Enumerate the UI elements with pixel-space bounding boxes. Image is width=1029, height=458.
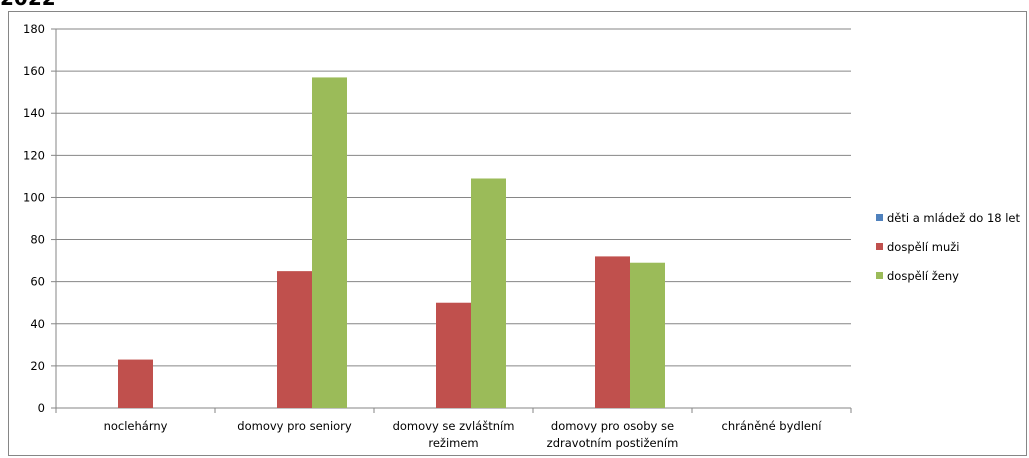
legend-item: dospělí ženy [876, 261, 1020, 290]
legend-swatch [876, 214, 883, 221]
x-category-label: domovy pro osoby se [551, 419, 674, 433]
bar-2-2 [471, 178, 506, 408]
x-category-label: noclehárny [104, 419, 168, 433]
bar-1-2 [312, 77, 347, 408]
bar-3-2 [630, 262, 665, 408]
legend-item: děti a mládež do 18 let [876, 203, 1020, 232]
y-tick-label: 180 [23, 22, 45, 36]
legend-label: dospělí muži [887, 239, 960, 254]
x-category-label: režimem [428, 436, 478, 450]
y-tick-label: 120 [23, 148, 45, 162]
x-category-label: domovy pro seniory [237, 419, 352, 433]
legend-swatch [876, 243, 883, 250]
y-tick-label: 40 [30, 317, 45, 331]
y-tick-label: 140 [23, 106, 45, 120]
y-tick-label: 160 [23, 64, 45, 78]
legend-label: děti a mládež do 18 let [887, 210, 1021, 225]
legend-swatch [876, 272, 883, 279]
y-tick-label: 0 [38, 401, 45, 415]
bar-3-1 [595, 256, 630, 408]
x-category-label: chráněné bydlení [722, 419, 823, 433]
y-tick-label: 60 [30, 275, 45, 289]
bar-2-1 [436, 302, 471, 408]
x-category-label: zdravotním postižením [547, 436, 679, 450]
page-title-partial: 2022 [0, 0, 56, 8]
y-tick-label: 100 [23, 190, 45, 204]
chart-legend: děti a mládež do 18 let dospělí muži dospě… [876, 203, 1020, 290]
y-tick-label: 20 [30, 359, 45, 373]
x-category-label: domovy se zvláštním [393, 419, 515, 433]
bar-1-1 [277, 271, 312, 408]
legend-label: dospělí ženy [887, 268, 959, 283]
legend-item: dospělí muži [876, 232, 1020, 261]
bar-0-1 [118, 359, 153, 408]
y-tick-label: 80 [30, 233, 45, 247]
